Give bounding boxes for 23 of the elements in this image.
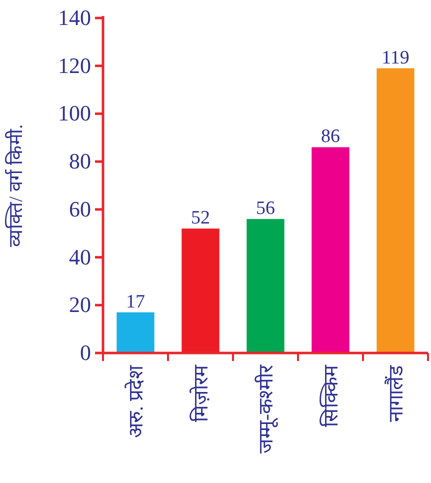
data-label: 56 [256,198,275,219]
bar [116,312,154,353]
y-tick-label: 20 [69,292,91,318]
y-tick-label: 120 [58,52,91,78]
bar [246,219,284,353]
data-label: 119 [382,47,410,68]
x-tick-label: अरु. प्रदेश [124,365,148,438]
y-axis-title: व्यक्ति/ वर्ग किमी. [4,124,27,247]
y-tick-label: 60 [69,196,91,222]
bar [376,68,414,353]
bar [312,147,350,353]
y-tick-label: 80 [69,148,91,174]
y-tick-label: 100 [58,100,91,126]
x-tick-label: जम्मू-कश्मीर [254,364,278,454]
y-tick-label: 140 [58,5,91,30]
x-tick-label: सिक्किम [320,364,342,427]
x-tick-label: मिज़ोरम [190,364,212,422]
y-tick-label: 40 [69,244,91,270]
data-label: 17 [126,291,145,312]
data-label: 86 [321,126,340,148]
x-tick-label: नागालैंड [384,365,408,422]
y-tick-label: 0 [80,340,91,365]
data-label: 52 [191,208,210,229]
